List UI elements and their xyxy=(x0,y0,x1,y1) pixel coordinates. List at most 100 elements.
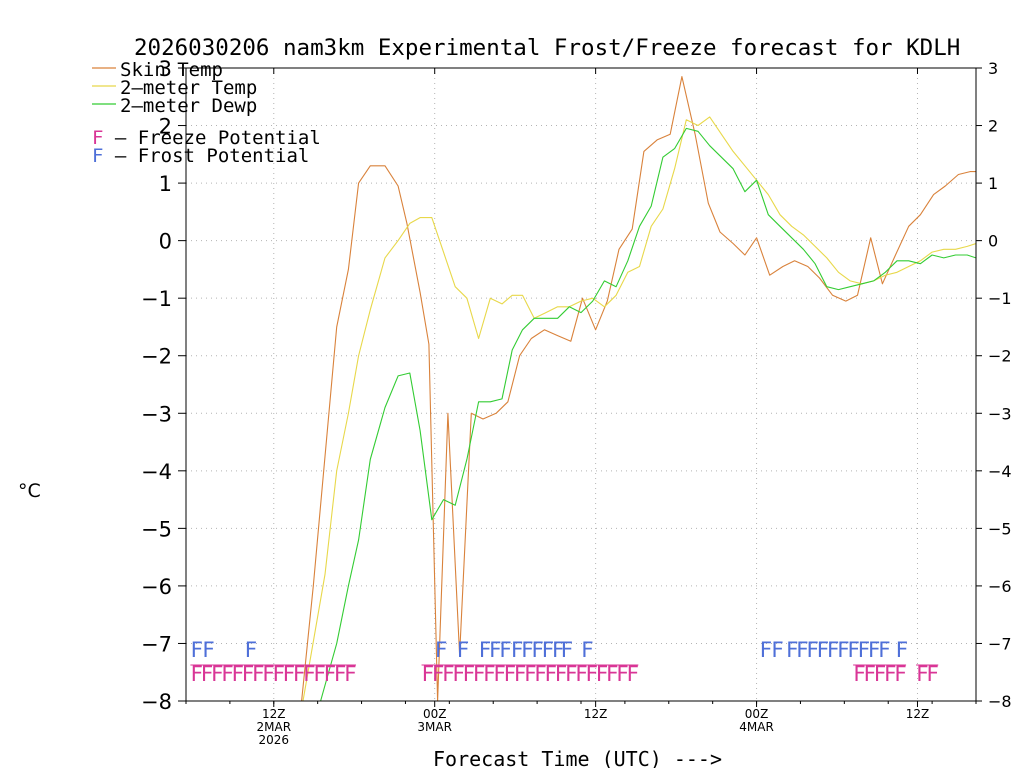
freeze-marker: F xyxy=(262,662,275,686)
frost-marker: F xyxy=(499,638,512,662)
legend-frost-potential: F – Frost Potential xyxy=(92,145,309,167)
y-tick-label-left: −2 xyxy=(141,345,172,369)
series-line-skin-temp xyxy=(301,76,976,701)
frost-marker: F xyxy=(868,638,881,662)
y-tick-label-right: −1 xyxy=(988,289,1012,308)
freeze-marker: F xyxy=(344,662,357,686)
x-tick-label: 12Z xyxy=(906,707,930,721)
freeze-marker: F xyxy=(231,662,244,686)
freeze-marker: F xyxy=(211,662,224,686)
frost-marker: F xyxy=(561,638,574,662)
x-tick-sublabel: 2026 xyxy=(259,733,290,747)
y-tick-label-right: 1 xyxy=(988,174,998,193)
y-tick-label-left: −4 xyxy=(141,460,172,484)
frost-marker: F xyxy=(511,638,524,662)
freeze-marker: F xyxy=(303,662,316,686)
frost-marker: F xyxy=(457,638,470,662)
freeze-marker: F xyxy=(313,662,326,686)
freeze-marker: F xyxy=(853,662,866,686)
y-tick-label-left: 0 xyxy=(159,230,172,254)
y-axis-label: °C xyxy=(18,480,41,502)
freeze-marker: F xyxy=(422,662,435,686)
data-series xyxy=(301,76,976,701)
frost-letter: F xyxy=(92,145,103,167)
freeze-text: – Freeze Potential xyxy=(103,127,320,149)
freeze-marker: F xyxy=(503,662,516,686)
freeze-marker: F xyxy=(242,662,255,686)
freeze-marker: F xyxy=(432,662,445,686)
frost-marker: F xyxy=(552,638,565,662)
frost-marker: F xyxy=(531,638,544,662)
y-tick-label-left: −8 xyxy=(141,690,172,714)
frost-marker: F xyxy=(771,638,784,662)
frost-marker: F xyxy=(759,638,772,662)
frost-marker: F xyxy=(827,638,840,662)
freeze-marker: F xyxy=(283,662,296,686)
freeze-marker: F xyxy=(334,662,347,686)
y-tick-label-right: 3 xyxy=(988,59,998,78)
x-tick-label: 00Z xyxy=(745,707,769,721)
y-tick-label-left: 1 xyxy=(159,172,172,196)
freeze-marker: F xyxy=(272,662,285,686)
legend: Skin Temp 2–meter Temp 2–meter Dewp F – … xyxy=(92,59,321,167)
axis-ticks: −8 −8 −7 −7 −6 −6 −5 −5 −4 −4 −3 −3 −2 −2 −1 −1 0 0 1 1 2 2 3 3… xyxy=(141,57,1012,747)
freeze-marker: F xyxy=(514,662,527,686)
freeze-marker: F xyxy=(252,662,265,686)
freeze-marker: F xyxy=(524,662,537,686)
y-tick-label-left: −1 xyxy=(141,287,172,311)
series-line-2-meter-dewp xyxy=(320,127,976,701)
freeze-marker: F xyxy=(463,662,476,686)
x-tick-sublabel: 3MAR xyxy=(417,720,452,734)
freeze-marker: F xyxy=(483,662,496,686)
frost-marker: F xyxy=(202,638,215,662)
frost-marker: F xyxy=(542,638,555,662)
freeze-marker: F xyxy=(493,662,506,686)
y-tick-label-left: −7 xyxy=(141,632,172,656)
series-line-2-meter-temp xyxy=(302,116,976,701)
freeze-marker: F xyxy=(555,662,568,686)
frost-marker: F xyxy=(786,638,799,662)
legend-freeze-potential: F – Freeze Potential xyxy=(92,127,321,149)
legend-label-2m-temp: 2–meter Temp xyxy=(120,77,257,99)
legend-label-skin-temp: Skin Temp xyxy=(120,59,223,81)
frost-marker: F xyxy=(847,638,860,662)
freeze-marker: F xyxy=(575,662,588,686)
y-tick-label-left: −3 xyxy=(141,402,172,426)
y-tick-label-right: 0 xyxy=(988,232,998,251)
freeze-marker: F xyxy=(293,662,306,686)
y-tick-label-right: 2 xyxy=(988,117,998,136)
freeze-marker: F xyxy=(324,662,337,686)
freeze-marker: F xyxy=(201,662,214,686)
freeze-marker: F xyxy=(473,662,486,686)
frost-marker: F xyxy=(878,638,891,662)
x-tick-sublabel: 4MAR xyxy=(739,720,774,734)
y-tick-label-right: −6 xyxy=(988,577,1012,596)
x-tick-label: 00Z xyxy=(423,707,447,721)
freeze-marker: F xyxy=(894,662,907,686)
y-tick-label-left: 3 xyxy=(159,57,172,81)
chart-title: 2026030206 nam3km Experimental Frost/Fre… xyxy=(134,35,960,61)
frost-marker: F xyxy=(896,638,909,662)
freeze-letter: F xyxy=(92,127,103,149)
freeze-marker: F xyxy=(585,662,598,686)
y-tick-label-right: −7 xyxy=(988,634,1012,653)
y-tick-label-left: −6 xyxy=(141,575,172,599)
frost-marker: F xyxy=(435,638,448,662)
frost-marker: F xyxy=(190,638,203,662)
freeze-marker: F xyxy=(534,662,547,686)
freeze-marker: F xyxy=(544,662,557,686)
freeze-marker: F xyxy=(863,662,876,686)
y-tick-label-right: −2 xyxy=(988,347,1012,366)
y-tick-label-left: −5 xyxy=(141,517,172,541)
freeze-marker: F xyxy=(442,662,455,686)
x-tick-label: 12Z xyxy=(262,707,286,721)
frost-marker: F xyxy=(479,638,492,662)
freeze-marker: F xyxy=(884,662,897,686)
x-tick-sublabel: 2MAR xyxy=(257,720,292,734)
frost-marker: F xyxy=(581,638,594,662)
x-axis-label: Forecast Time (UTC) ---> xyxy=(433,747,722,768)
freeze-marker: F xyxy=(616,662,629,686)
legend-label-2m-dewp: 2–meter Dewp xyxy=(120,95,257,117)
